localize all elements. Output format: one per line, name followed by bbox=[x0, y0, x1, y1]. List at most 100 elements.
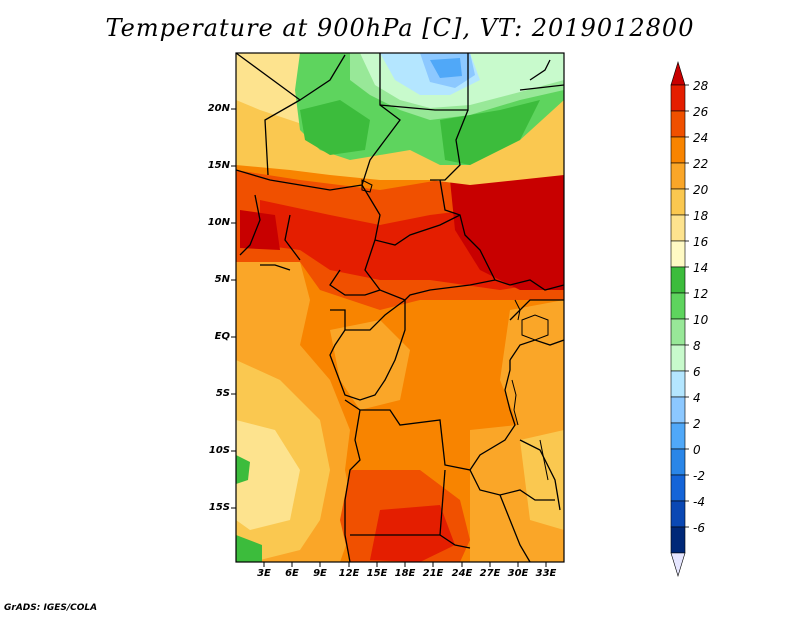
colorbar-label: 24 bbox=[693, 131, 709, 145]
field-central-east bbox=[330, 320, 410, 410]
colorbar-swatch bbox=[670, 422, 686, 450]
colorbar-label: 6 bbox=[693, 365, 701, 379]
border-line bbox=[499, 494, 531, 562]
lon-label-15e: 15E bbox=[366, 568, 388, 579]
lon-label-24e: 24E bbox=[451, 568, 473, 579]
field-southwest-green-2 bbox=[236, 535, 262, 562]
border-line bbox=[509, 299, 564, 321]
border-line bbox=[329, 300, 406, 401]
field-southeast-cool bbox=[520, 430, 564, 530]
lat-label-15s: 15S bbox=[208, 502, 230, 513]
colorbar-label: 20 bbox=[693, 183, 709, 197]
lat-label-5n: 5N bbox=[214, 274, 230, 285]
colorbar-label: 10 bbox=[693, 313, 709, 327]
lat-label-5s: 5S bbox=[215, 388, 230, 399]
field-southwest-cool-core bbox=[236, 420, 300, 530]
colorbar-swatch bbox=[670, 136, 686, 164]
lat-label-20n: 20N bbox=[207, 103, 230, 114]
border-line bbox=[469, 360, 516, 471]
lake-malawi bbox=[539, 439, 549, 481]
colorbar-swatch bbox=[670, 214, 686, 242]
colorbar-swatch bbox=[670, 266, 686, 294]
lat-label-eq: EQ bbox=[214, 331, 230, 342]
colorbar-label: 16 bbox=[693, 235, 709, 249]
colorbar-swatch bbox=[670, 188, 686, 216]
lake-chad bbox=[361, 179, 373, 193]
border-line bbox=[350, 534, 471, 549]
colorbar-swatch bbox=[670, 448, 686, 476]
lon-label-6e: 6E bbox=[285, 568, 299, 579]
border-line bbox=[374, 214, 461, 246]
lon-label-27e: 27E bbox=[479, 568, 501, 579]
field-west-hot bbox=[240, 210, 280, 250]
colorbar-label: 14 bbox=[693, 261, 709, 275]
colorbar-swatch bbox=[670, 500, 686, 528]
colorbar-label: -4 bbox=[693, 495, 705, 509]
border-line bbox=[236, 53, 346, 101]
lake-tanganyika bbox=[511, 379, 519, 426]
lat-label-10n: 10N bbox=[207, 217, 230, 228]
colorbar-swatch bbox=[670, 526, 686, 554]
border-line bbox=[439, 179, 564, 291]
lon-label-18e: 18E bbox=[394, 568, 416, 579]
border-line bbox=[344, 409, 361, 562]
grads-credit: GrADS: IGES/COLA bbox=[4, 603, 98, 613]
colorbar-swatch bbox=[670, 110, 686, 138]
border-line bbox=[439, 469, 446, 536]
border-line bbox=[260, 264, 291, 271]
colorbar-label: 4 bbox=[693, 391, 701, 405]
border-line bbox=[329, 269, 381, 296]
country-borders bbox=[236, 53, 564, 562]
border-line bbox=[264, 99, 301, 176]
border-line bbox=[519, 439, 561, 511]
lake-victoria bbox=[521, 314, 549, 341]
field-north-deep-blue bbox=[430, 58, 462, 78]
lat-label-15n: 15N bbox=[207, 160, 230, 171]
lake-albert bbox=[514, 299, 521, 321]
colorbar-label: 2 bbox=[693, 417, 701, 431]
border-line bbox=[344, 399, 555, 501]
map-title: Temperature at 900hPa [C], VT: 201901280… bbox=[105, 14, 695, 42]
lon-label-30e: 30E bbox=[507, 568, 529, 579]
temperature-field bbox=[236, 53, 564, 562]
colorbar-swatch bbox=[670, 162, 686, 190]
colorbar-swatch bbox=[670, 344, 686, 372]
colorbar-swatch bbox=[670, 396, 686, 424]
colorbar-label: 0 bbox=[693, 443, 701, 457]
colorbar-swatch bbox=[670, 370, 686, 398]
lon-label-33e: 33E bbox=[535, 568, 557, 579]
lon-label-12e: 12E bbox=[338, 568, 360, 579]
colorbar-swatch bbox=[670, 474, 686, 502]
colorbar-swatch bbox=[670, 240, 686, 268]
field-southwest-green bbox=[236, 455, 250, 484]
colorbar-top-arrow bbox=[670, 60, 686, 86]
field-south-hot-core bbox=[370, 505, 455, 562]
colorbar-swatch bbox=[670, 84, 686, 112]
lat-label-10s: 10S bbox=[208, 445, 230, 456]
longitude-ticks bbox=[263, 562, 547, 567]
lake-outlines bbox=[361, 179, 549, 481]
border-line bbox=[364, 239, 496, 301]
colorbar-swatch bbox=[670, 292, 686, 320]
border-line bbox=[519, 84, 564, 91]
border-line bbox=[379, 53, 469, 111]
colorbar-label: -6 bbox=[693, 521, 705, 535]
border-line bbox=[236, 169, 363, 191]
border-line bbox=[529, 59, 551, 81]
colorbar-swatch bbox=[670, 318, 686, 346]
border-line bbox=[330, 299, 406, 331]
colorbar-label: 8 bbox=[693, 339, 701, 353]
colorbar-bottom-arrow bbox=[670, 552, 686, 578]
field-sudan-hot bbox=[450, 165, 564, 290]
map-frame bbox=[235, 52, 565, 563]
lon-label-9e: 9E bbox=[313, 568, 327, 579]
colorbar bbox=[670, 60, 689, 578]
colorbar-label: 18 bbox=[693, 209, 709, 223]
lon-label-21e: 21E bbox=[422, 568, 444, 579]
latitude-ticks bbox=[231, 108, 236, 509]
colorbar-label: 28 bbox=[693, 79, 709, 93]
border-line bbox=[284, 214, 301, 261]
lon-label-3e: 3E bbox=[257, 568, 271, 579]
border-line bbox=[239, 194, 261, 256]
